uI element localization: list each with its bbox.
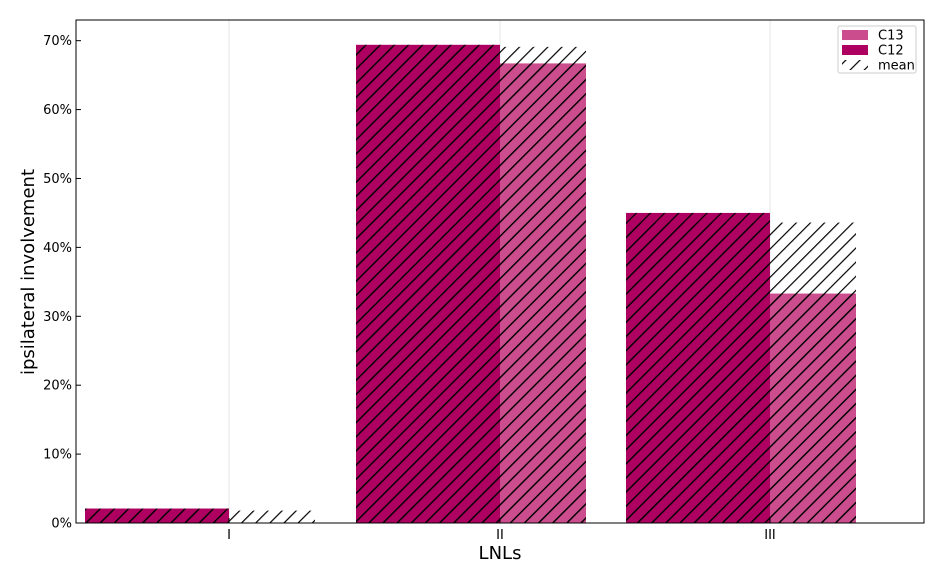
y-axis-label: ipsilateral involvement bbox=[18, 169, 39, 375]
legend-label-C13: C13 bbox=[878, 29, 904, 44]
x-tick-label-III: III bbox=[764, 528, 776, 543]
x-tick-label-I: I bbox=[227, 528, 231, 543]
y-tick-label-0: 0% bbox=[51, 517, 72, 532]
x-axis-ticks: I II III bbox=[227, 518, 776, 543]
bars bbox=[85, 44, 856, 524]
bar-mean-II bbox=[356, 46, 586, 523]
y-tick-label-40: 40% bbox=[43, 241, 72, 256]
y-axis-ticks: 0% 10% 20% 30% 40% 50% 60% 70% bbox=[43, 34, 81, 532]
legend-label-mean: mean bbox=[878, 59, 915, 74]
x-axis-label: LNLs bbox=[479, 543, 522, 564]
y-tick-label-70: 70% bbox=[43, 34, 72, 49]
y-tick-label-30: 30% bbox=[43, 310, 72, 325]
legend-label-C12: C12 bbox=[878, 44, 904, 59]
y-tick-label-20: 20% bbox=[43, 379, 72, 394]
bar-mean-III bbox=[626, 222, 856, 524]
y-tick-label-10: 10% bbox=[43, 448, 72, 463]
legend-swatch-mean bbox=[842, 60, 868, 70]
y-tick-label-60: 60% bbox=[43, 103, 72, 118]
bar-mean-I bbox=[85, 510, 315, 523]
x-tick-label-II: II bbox=[496, 528, 504, 543]
legend-swatch-C12 bbox=[842, 45, 868, 55]
legend-swatch-C13 bbox=[842, 30, 868, 40]
y-tick-label-50: 50% bbox=[43, 172, 72, 187]
